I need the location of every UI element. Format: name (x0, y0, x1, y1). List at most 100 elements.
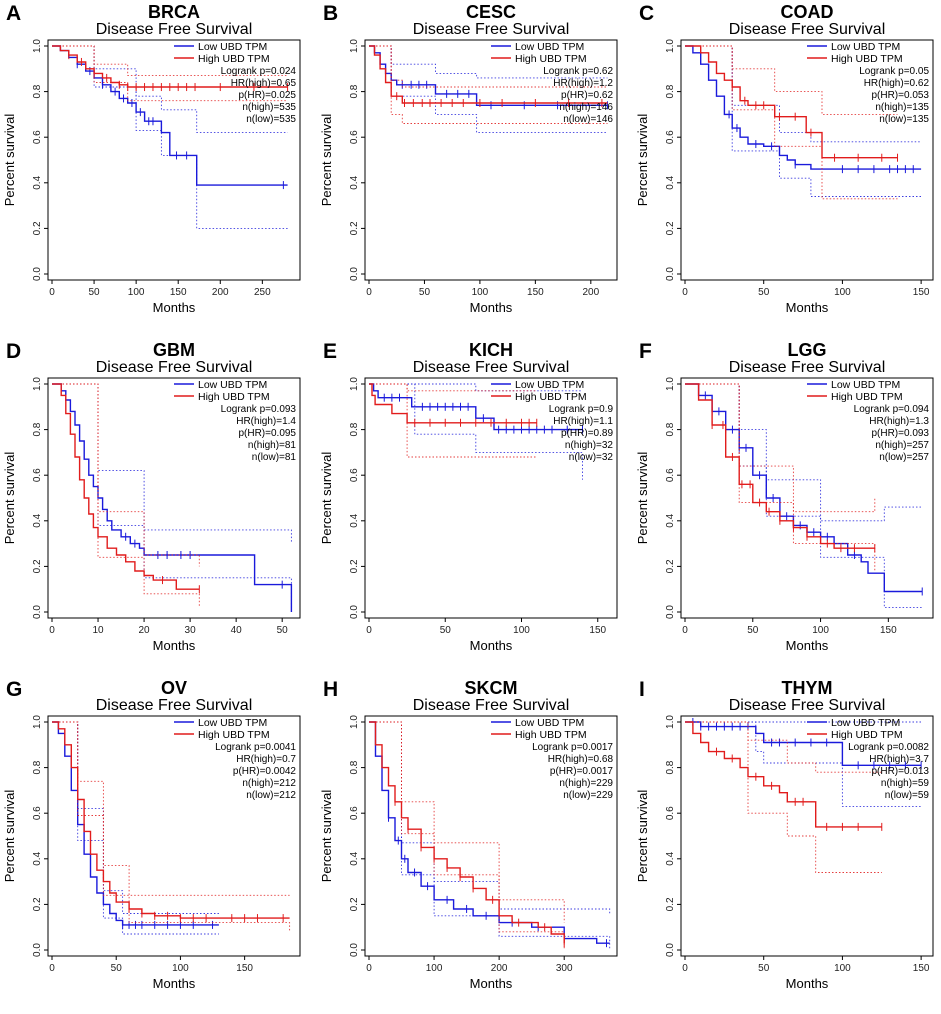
y-tick-label: 0.2 (32, 221, 43, 235)
legend-low-label: Low UBD TPM (515, 379, 584, 391)
cancer-title: BRCA (148, 2, 200, 22)
y-tick-label: 0.0 (32, 605, 43, 619)
low-series-curve (369, 721, 610, 944)
high-series-ci-lower-band (369, 383, 537, 458)
stat-line: Logrank p=0.094 (854, 404, 930, 415)
plot-area (685, 45, 922, 200)
stat-line: n(high)=535 (242, 102, 296, 113)
x-tick-label: 200 (491, 963, 508, 974)
low-series-curve (369, 45, 608, 106)
low-series-ci-lower-band (52, 45, 288, 229)
panel-letter: A (6, 2, 21, 25)
stat-line: n(high)=212 (242, 778, 296, 789)
stat-line: n(high)=135 (875, 102, 929, 113)
stat-line: Logrank p=0.093 (221, 404, 297, 415)
plot-area (685, 718, 922, 873)
legend-low-label: Low UBD TPM (198, 379, 267, 391)
legend-low-label: Low UBD TPM (515, 41, 584, 53)
high-series-ci-lower-band (369, 45, 608, 124)
y-axis-label: Percent survival (2, 452, 17, 545)
panel-letter: E (323, 340, 337, 363)
stat-line: n(low)=257 (879, 452, 929, 463)
legend-high-label: High UBD TPM (515, 391, 587, 403)
y-tick-label: 1.0 (32, 715, 43, 729)
x-tick-label: 150 (170, 287, 187, 298)
cancer-title: CESC (466, 2, 516, 22)
x-tick-label: 0 (366, 963, 372, 974)
y-tick-label: 0.2 (349, 221, 360, 235)
stat-line: Logrank p=0.9 (549, 404, 614, 415)
y-tick-label: 0.4 (32, 513, 43, 527)
y-tick-label: 1.0 (32, 377, 43, 391)
y-tick-label: 0.6 (665, 468, 676, 482)
y-tick-label: 0.0 (665, 267, 676, 281)
high-series-ci-upper-band (369, 383, 537, 392)
legend-high-label: High UBD TPM (831, 391, 903, 403)
stat-line: HR(high)=0.7 (236, 754, 296, 765)
x-tick-label: 100 (812, 625, 829, 636)
high-series-ci-upper-band (685, 383, 876, 513)
stat-line: p(HR)=0.89 (561, 428, 613, 439)
stat-line: n(low)=81 (252, 452, 297, 463)
y-tick-label: 0.8 (32, 84, 43, 98)
stat-line: n(high)=32 (565, 440, 614, 451)
panel-letter: I (639, 678, 645, 701)
x-tick-label: 50 (440, 625, 452, 636)
y-tick-label: 0.8 (349, 422, 360, 436)
y-tick-label: 0.8 (32, 422, 43, 436)
x-tick-label: 0 (49, 287, 55, 298)
stat-line: n(high)=229 (559, 778, 613, 789)
y-tick-label: 0.8 (665, 422, 676, 436)
panel-letter: H (323, 678, 338, 701)
y-tick-label: 0.6 (665, 130, 676, 144)
y-tick-label: 0.4 (349, 851, 360, 865)
high-series-ci-lower-band (52, 383, 200, 608)
stat-line: HR(high)=0.68 (548, 754, 614, 765)
legend-low-label: Low UBD TPM (515, 717, 584, 729)
y-tick-label: 1.0 (665, 377, 676, 391)
x-tick-label: 100 (834, 963, 851, 974)
x-axis-label: Months (153, 638, 196, 653)
plot-subtitle: Disease Free Survival (729, 697, 886, 714)
y-tick-label: 0.2 (349, 559, 360, 573)
x-tick-label: 0 (682, 287, 688, 298)
y-tick-label: 1.0 (349, 39, 360, 53)
y-tick-label: 0.2 (665, 221, 676, 235)
stat-line: p(HR)=0.095 (238, 428, 296, 439)
legend-high-label: High UBD TPM (198, 729, 270, 741)
cancer-title: KICH (469, 340, 513, 360)
high-series-ci-lower-band (685, 45, 898, 200)
plot-subtitle: Disease Free Survival (413, 359, 570, 376)
plot-area (369, 45, 608, 134)
plot-frame (364, 377, 618, 619)
y-axis-label: Percent survival (2, 114, 17, 207)
x-tick-label: 50 (89, 287, 101, 298)
legend-high-label: High UBD TPM (198, 391, 270, 403)
x-tick-label: 150 (589, 625, 606, 636)
x-tick-label: 0 (366, 625, 372, 636)
x-axis-label: Months (470, 976, 513, 991)
y-tick-label: 0.0 (349, 605, 360, 619)
high-series-ci-lower-band (685, 721, 882, 873)
plot-subtitle: Disease Free Survival (729, 359, 886, 376)
plot-subtitle: Disease Free Survival (96, 21, 253, 38)
stat-line: n(high)=81 (248, 440, 297, 451)
x-tick-label: 150 (236, 963, 253, 974)
stat-line: Logrank p=0.62 (543, 66, 613, 77)
stat-line: n(low)=229 (563, 790, 613, 801)
plot-frame (364, 39, 618, 281)
y-tick-label: 1.0 (665, 715, 676, 729)
x-tick-label: 50 (758, 963, 770, 974)
x-tick-label: 200 (582, 287, 599, 298)
y-tick-label: 0.6 (32, 130, 43, 144)
stat-line: HR(high)=1.2 (553, 78, 613, 89)
y-tick-label: 1.0 (349, 715, 360, 729)
y-tick-label: 0.2 (665, 897, 676, 911)
legend-low-label: Low UBD TPM (198, 717, 267, 729)
stat-line: n(high)=257 (875, 440, 929, 451)
x-axis-label: Months (786, 976, 829, 991)
